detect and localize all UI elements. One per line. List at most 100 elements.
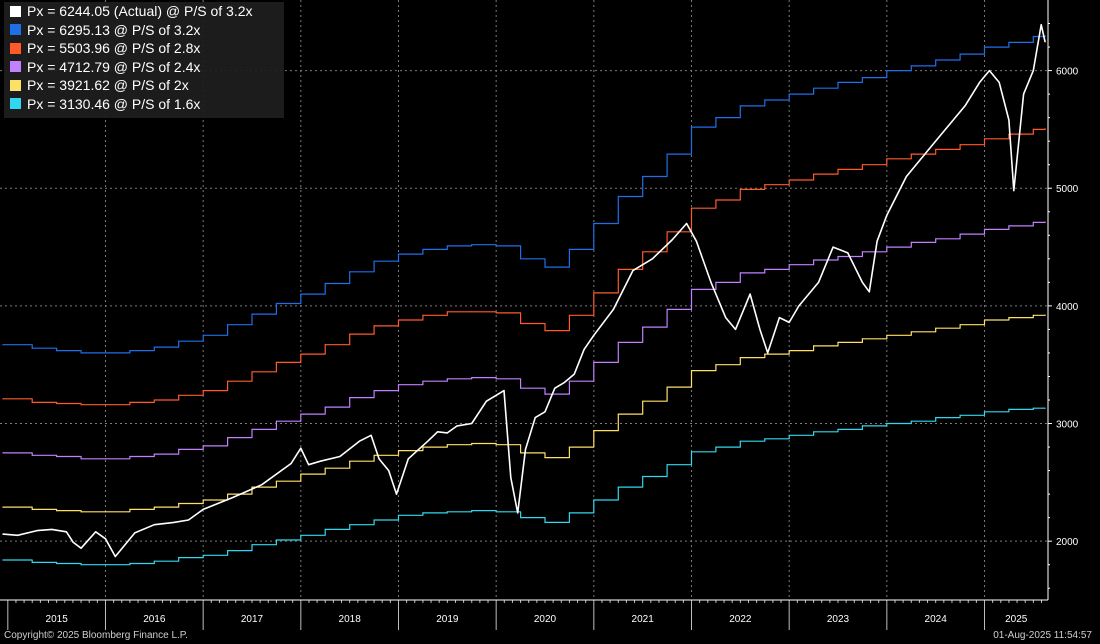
data-point xyxy=(959,324,961,326)
data-point xyxy=(1032,407,1034,409)
data-point xyxy=(935,417,937,419)
data-point xyxy=(788,264,790,266)
data-point xyxy=(202,445,204,447)
data-point xyxy=(1032,314,1034,316)
data-point xyxy=(202,554,204,556)
data-point xyxy=(837,341,839,343)
data-point xyxy=(1008,119,1010,121)
data-point xyxy=(104,352,107,354)
data-point xyxy=(495,378,497,380)
data-point xyxy=(446,378,448,380)
data-point xyxy=(886,334,888,336)
data-point xyxy=(300,413,302,415)
data-point xyxy=(593,361,595,363)
data-point xyxy=(593,430,595,432)
legend-label: Px = 3130.46 @ P/S of 1.6x xyxy=(27,95,201,112)
data-point xyxy=(437,431,439,433)
data-point xyxy=(104,538,107,540)
series-layer xyxy=(2,23,1046,566)
data-point xyxy=(31,401,33,403)
data-point xyxy=(446,245,448,247)
data-point xyxy=(80,564,82,566)
data-point xyxy=(886,246,888,248)
data-point xyxy=(520,258,522,260)
data-point xyxy=(959,233,961,235)
data-point xyxy=(446,432,448,434)
data-point xyxy=(642,400,644,402)
data-point xyxy=(876,240,878,242)
data-point xyxy=(788,93,790,95)
data-point xyxy=(568,314,571,316)
data-point xyxy=(495,312,497,314)
data-point xyxy=(739,188,741,190)
data-point xyxy=(153,346,155,348)
data-point xyxy=(349,397,351,399)
data-point xyxy=(2,344,4,346)
data-point xyxy=(2,506,4,508)
data-point xyxy=(554,387,556,389)
data-point xyxy=(36,530,38,532)
data-point xyxy=(324,467,326,469)
data-point xyxy=(886,214,888,216)
data-point xyxy=(739,357,741,359)
data-point xyxy=(80,511,82,513)
data-point xyxy=(129,401,131,403)
data-point xyxy=(104,404,107,406)
data-point xyxy=(612,308,615,310)
data-point xyxy=(593,222,595,225)
data-point xyxy=(798,305,800,307)
data-point xyxy=(739,105,741,107)
data-point xyxy=(517,512,519,514)
data-point xyxy=(471,377,473,379)
data-point xyxy=(397,253,400,255)
data-point xyxy=(837,168,839,170)
data-point xyxy=(485,400,487,402)
data-point xyxy=(666,464,668,466)
data-point xyxy=(446,511,448,513)
data-point xyxy=(861,281,864,283)
data-point xyxy=(813,87,815,89)
data-point xyxy=(114,555,116,558)
data-point xyxy=(1008,408,1010,410)
data-point xyxy=(715,199,717,201)
data-point xyxy=(910,65,912,67)
data-point xyxy=(349,460,351,462)
data-point xyxy=(710,281,712,283)
data-point xyxy=(378,458,380,460)
data-point xyxy=(813,259,815,261)
data-point xyxy=(153,560,155,562)
legend-swatch xyxy=(10,61,21,73)
data-point xyxy=(324,344,326,346)
data-point xyxy=(837,255,839,258)
data-point xyxy=(51,528,53,531)
data-point xyxy=(642,251,644,253)
data-point xyxy=(397,384,400,386)
legend-entry: Px = 6295.13 @ P/S of 3.2x xyxy=(4,21,284,40)
data-point xyxy=(1032,221,1034,223)
data-point xyxy=(617,486,619,488)
data-point xyxy=(202,499,204,501)
data-point xyxy=(593,334,595,336)
data-point xyxy=(568,248,571,250)
data-point xyxy=(690,288,693,290)
data-point xyxy=(349,524,351,526)
data-point xyxy=(759,328,761,330)
data-point xyxy=(104,458,107,460)
data-point xyxy=(715,364,717,366)
data-point xyxy=(520,517,522,519)
x-tick-label: 2017 xyxy=(241,614,264,625)
data-point xyxy=(422,314,424,316)
data-point xyxy=(397,319,400,321)
data-point xyxy=(56,562,58,565)
data-point xyxy=(1044,407,1046,409)
data-point xyxy=(31,347,33,349)
data-point xyxy=(764,99,766,101)
data-point xyxy=(905,175,908,178)
data-point xyxy=(422,380,424,382)
data-point xyxy=(275,302,277,305)
data-point xyxy=(568,380,571,382)
data-point xyxy=(308,464,310,466)
data-point xyxy=(617,195,619,198)
legend-entry: Px = 3921.62 @ P/S of 2x xyxy=(4,76,284,95)
